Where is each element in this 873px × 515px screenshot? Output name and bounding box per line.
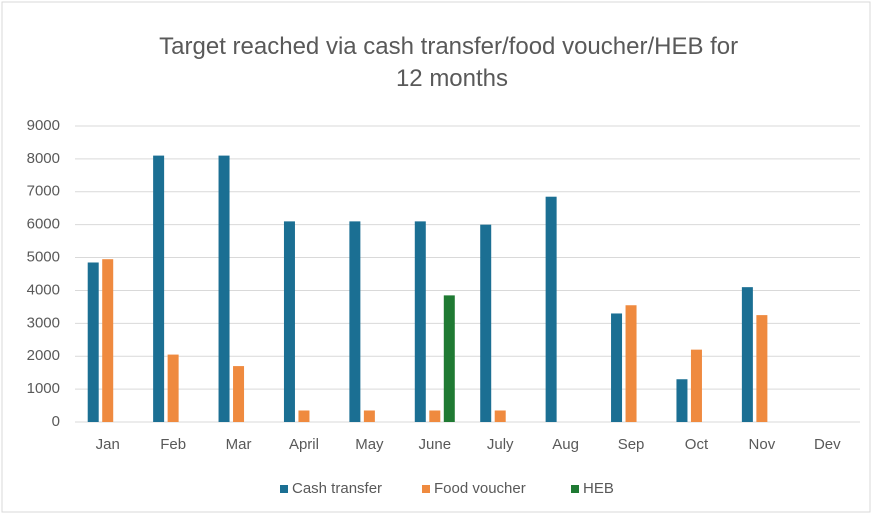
y-tick-label: 6000 (27, 216, 60, 233)
bar (298, 410, 310, 422)
y-tick-label: 0 (52, 413, 60, 430)
bar (349, 221, 361, 422)
x-tick-label: Mar (226, 436, 252, 453)
x-tick-label: May (355, 436, 384, 453)
chart-title: Target reached via cash transfer/food vo… (159, 33, 745, 92)
bar (756, 315, 768, 422)
bar (494, 410, 506, 422)
bar (676, 379, 688, 422)
legend-label: Food voucher (434, 480, 526, 497)
y-tick-label: 9000 (27, 117, 60, 134)
bar (102, 259, 114, 422)
bar (480, 224, 492, 422)
bar (283, 221, 295, 422)
bar (611, 313, 623, 422)
bar (443, 295, 455, 422)
x-tick-label: Aug (552, 436, 579, 453)
y-tick-label: 5000 (27, 249, 60, 266)
bar (153, 155, 165, 422)
bar (741, 287, 753, 422)
y-tick-label: 1000 (27, 380, 60, 397)
title-line: Target reached via cash transfer/food vo… (159, 33, 738, 60)
y-tick-label: 4000 (27, 281, 60, 298)
bar (429, 410, 441, 422)
legend-swatch (422, 485, 430, 493)
y-tick-label: 8000 (27, 150, 60, 167)
legend-label: Cash transfer (292, 480, 382, 497)
x-tick-label: Sep (618, 436, 645, 453)
legend-swatch (571, 485, 579, 493)
bar (545, 196, 557, 422)
x-tick-label: Jan (96, 436, 120, 453)
bar (363, 410, 375, 422)
bar (233, 366, 245, 422)
legend-swatch (280, 485, 288, 493)
x-tick-label: July (487, 436, 514, 453)
y-tick-label: 3000 (27, 314, 60, 331)
x-tick-label: Dev (814, 436, 841, 453)
bar (218, 155, 230, 422)
bar (167, 354, 179, 422)
x-tick-label: Nov (749, 436, 776, 453)
x-tick-label: Feb (160, 436, 186, 453)
x-tick-label: June (419, 436, 452, 453)
y-tick-label: 7000 (27, 183, 60, 200)
y-tick-label: 2000 (27, 347, 60, 364)
bar (414, 221, 426, 422)
x-tick-label: Oct (685, 436, 709, 453)
bar (625, 305, 637, 422)
x-tick-label: April (289, 436, 319, 453)
bar (690, 349, 702, 422)
title-line: 12 months (396, 65, 508, 92)
bar (87, 262, 99, 422)
legend-label: HEB (583, 480, 614, 497)
